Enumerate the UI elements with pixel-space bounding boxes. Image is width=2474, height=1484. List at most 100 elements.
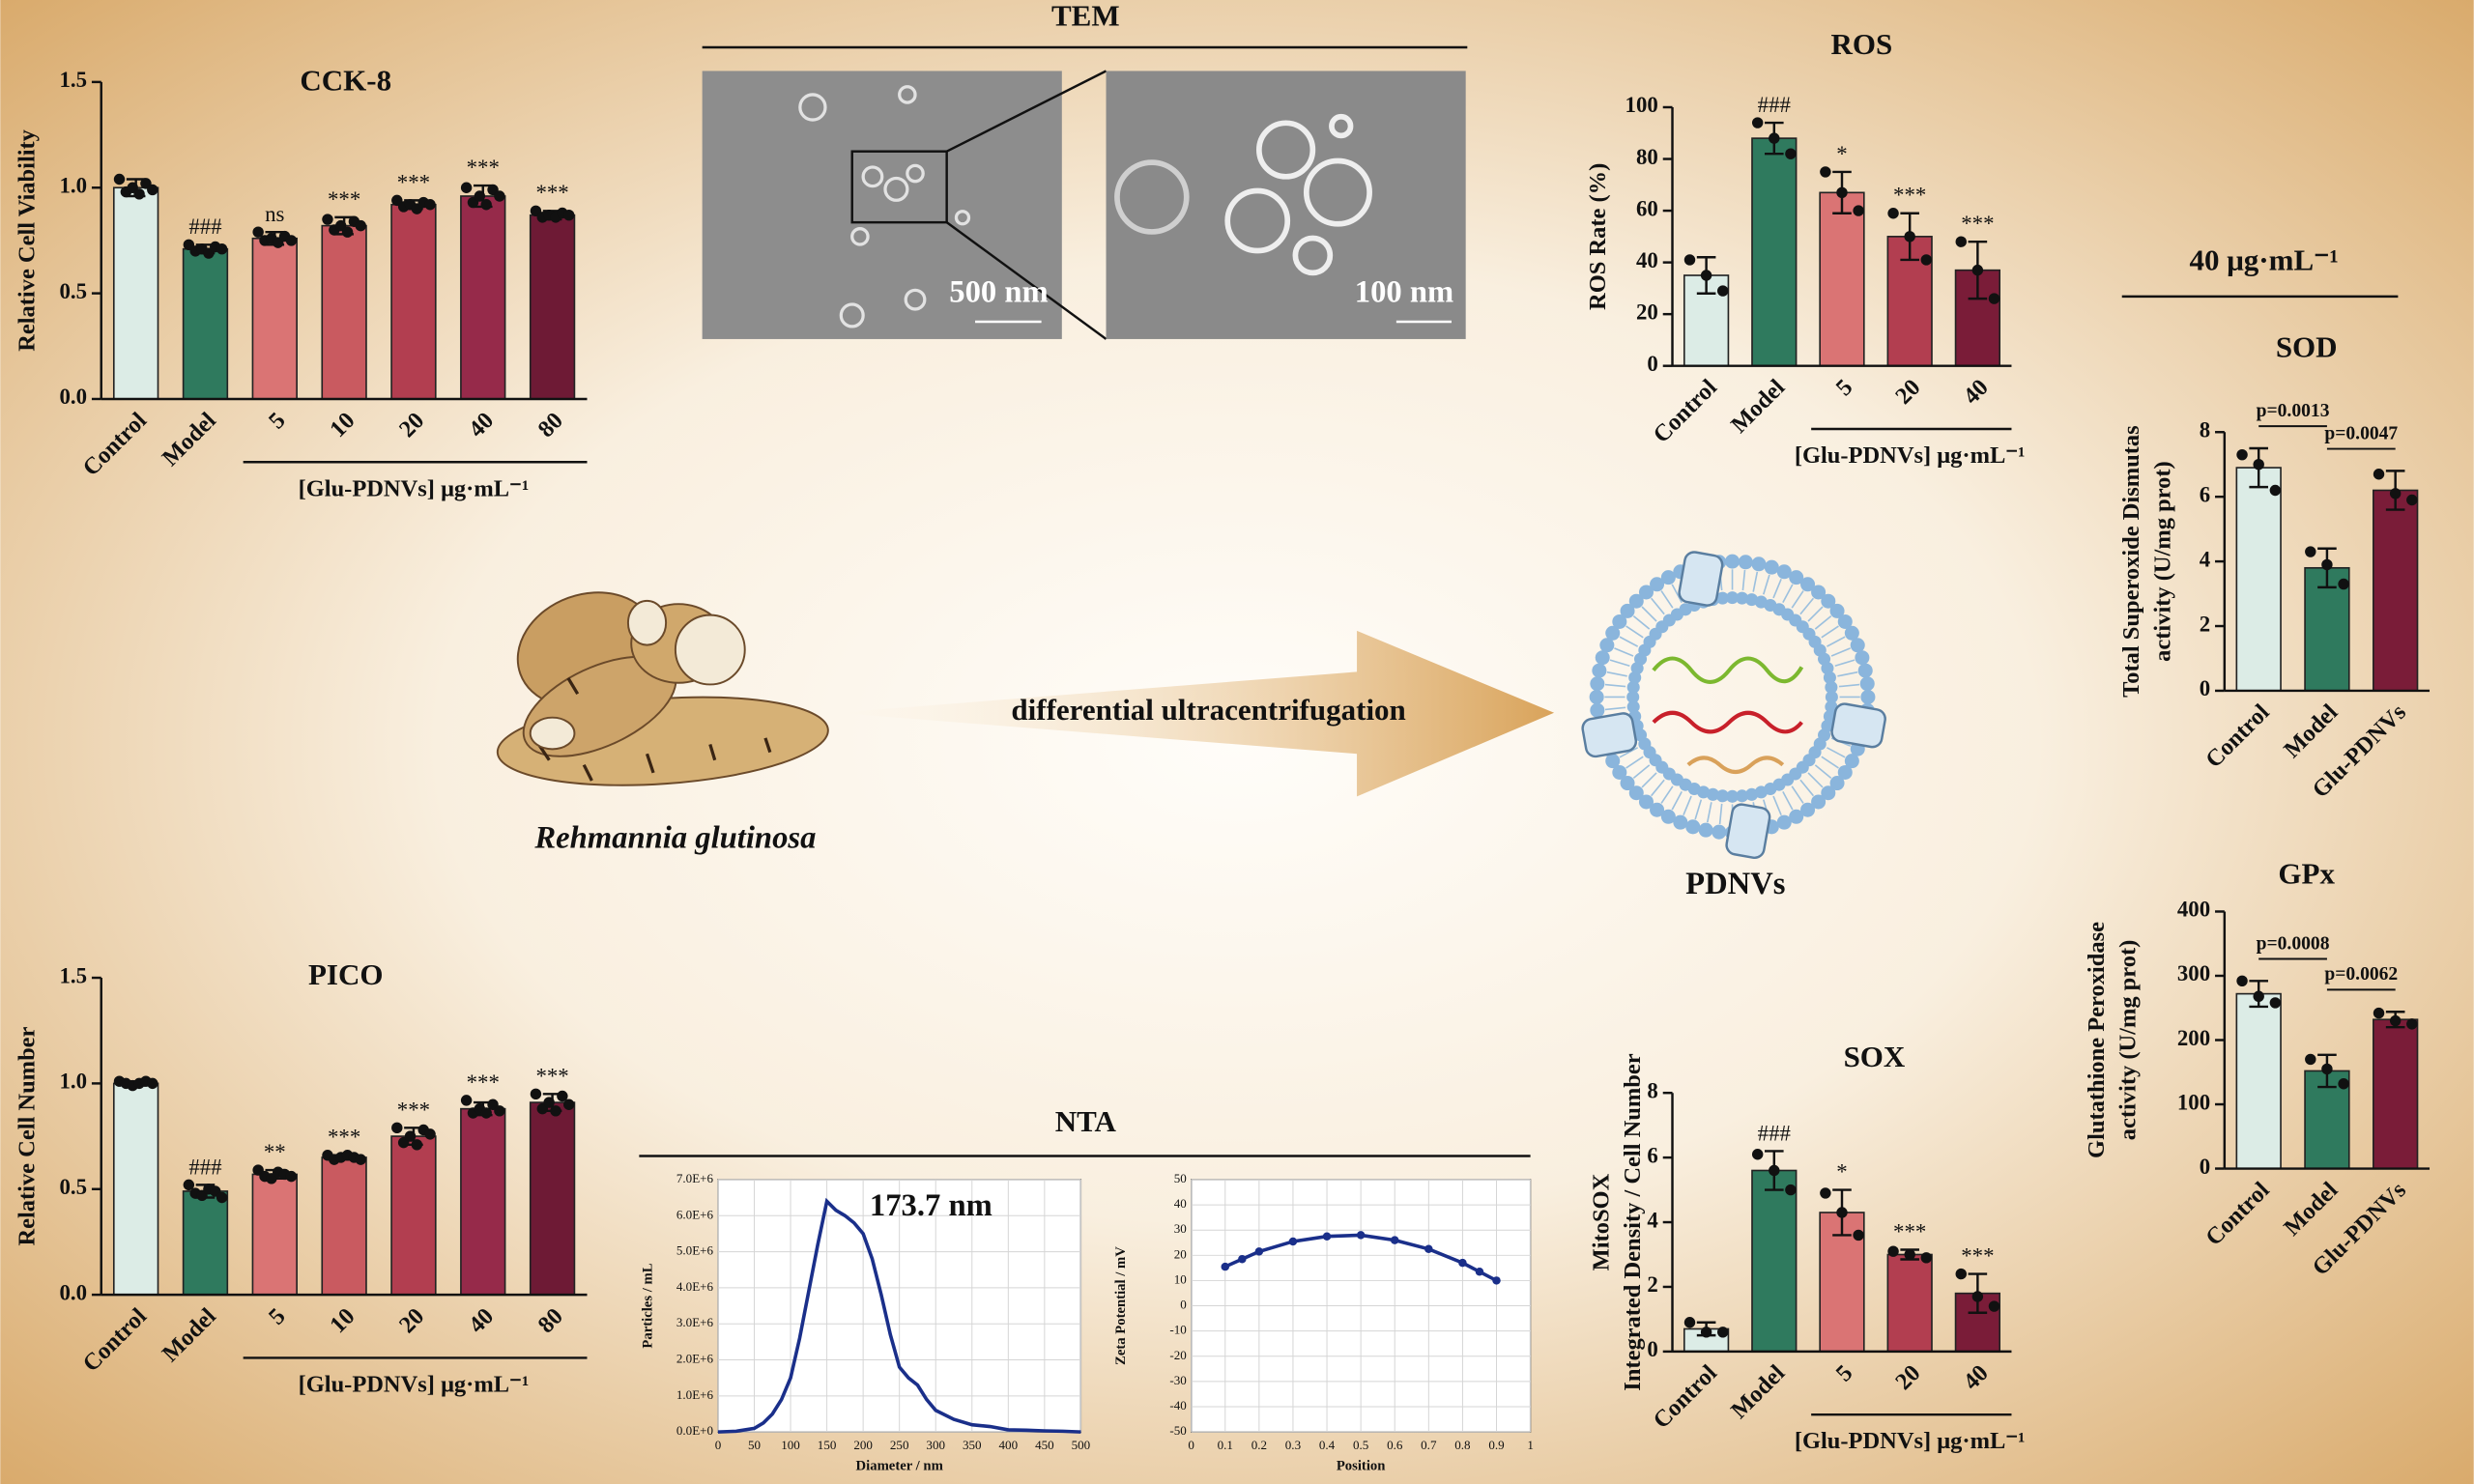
- data-point: [563, 209, 575, 221]
- y-tick-label: 40: [1636, 248, 1658, 272]
- data-point: [2305, 546, 2316, 557]
- significance-label: ***: [1961, 1244, 1994, 1269]
- lipid-head: [1821, 785, 1836, 801]
- data-point: [1356, 1231, 1366, 1240]
- data-point: [147, 1077, 158, 1090]
- lipid-head: [1789, 570, 1804, 585]
- lipid-head: [1620, 603, 1635, 618]
- lipid-tail: [1671, 790, 1683, 811]
- lipid-head: [1650, 577, 1665, 592]
- bar: [460, 195, 506, 400]
- data-point: [2305, 1053, 2316, 1066]
- lipid-tail: [1660, 785, 1674, 804]
- data-point: [285, 235, 298, 246]
- x-tick-label: 200: [853, 1438, 873, 1452]
- lipid-head: [1859, 676, 1875, 692]
- bar: [112, 186, 159, 400]
- data-point: [113, 173, 126, 186]
- x-tick-label: 0.8: [1454, 1438, 1471, 1452]
- data-point: [216, 1191, 228, 1204]
- x-tick-label: 400: [999, 1438, 1019, 1452]
- lipid-head: [1837, 614, 1853, 629]
- lipid-head: [1745, 787, 1759, 801]
- data-point: [1322, 1232, 1332, 1241]
- x-tick-label: 1: [1527, 1438, 1534, 1452]
- data-point: [424, 199, 436, 211]
- p-value-label: p=0.0062: [2324, 964, 2398, 985]
- lipid-tail: [1741, 569, 1746, 591]
- lipid-head: [1776, 564, 1792, 580]
- y-tick-label: 1.0: [59, 1070, 87, 1094]
- data-point: [1988, 293, 2000, 304]
- data-point: [1424, 1244, 1433, 1254]
- lipid-tail: [1651, 597, 1665, 615]
- lipid-tail: [1799, 779, 1815, 797]
- lipid-head: [1825, 680, 1838, 694]
- chart-title: ROS: [1831, 27, 1893, 61]
- group-label: [Glu-PDNVs] μg·mL⁻¹: [1795, 442, 2026, 469]
- p-value-label: p=0.0047: [2324, 423, 2398, 443]
- lipid-head: [1736, 591, 1749, 605]
- group-label: [Glu-PDNVs] μg·mL⁻¹: [299, 475, 530, 501]
- data-point: [1751, 1149, 1764, 1160]
- y-axis-label: MitoSOX: [1588, 1173, 1614, 1270]
- process-arrow: [836, 630, 1555, 797]
- y-tick-label: 60: [1636, 196, 1658, 220]
- data-point: [2373, 469, 2385, 480]
- lipid-tail: [1632, 614, 1651, 630]
- bar: [2372, 1018, 2419, 1170]
- y-tick-label: 200: [2177, 1026, 2210, 1050]
- lipid-tail: [1604, 683, 1626, 688]
- y-tick-label: 8: [2200, 418, 2210, 442]
- lipid-tail: [1838, 683, 1860, 688]
- x-tick-label: 0: [1188, 1438, 1194, 1452]
- vesicle-illustration: [1581, 551, 1886, 860]
- data-point: [1700, 1327, 1712, 1338]
- x-tick-label: 150: [818, 1438, 837, 1452]
- lipid-head: [1628, 671, 1642, 684]
- y-axis-label: ROS Rate (%): [1585, 163, 1611, 310]
- data-point: [1836, 1207, 1848, 1218]
- x-axis-label: Diameter / nm: [856, 1458, 943, 1473]
- y-tick-label: 4: [1647, 1208, 1657, 1232]
- y-tick-label: 0: [1647, 1337, 1657, 1361]
- data-point: [1971, 264, 1984, 276]
- significance-label: **: [264, 1140, 286, 1164]
- chart-title: PICO: [308, 957, 384, 991]
- lipid-tail: [1827, 747, 1846, 758]
- lipid-tail: [1718, 803, 1723, 825]
- significance-label: ***: [1893, 184, 1926, 208]
- lipid-tail: [1791, 590, 1804, 609]
- arrow-label: differential ultracentrifugation: [1011, 693, 1405, 727]
- bar: [1819, 191, 1865, 367]
- lipid-tail: [1834, 659, 1856, 668]
- data-point: [494, 190, 505, 202]
- lipid-tail: [1619, 636, 1639, 647]
- bar: [1751, 1169, 1798, 1353]
- annotation: 173.7 nm: [870, 1188, 992, 1223]
- bar: [112, 1082, 159, 1296]
- lipid-tail: [1683, 795, 1692, 815]
- significance-label: ###: [188, 214, 222, 239]
- data-point: [1988, 1300, 2000, 1312]
- bar: [1751, 137, 1798, 367]
- data-point: [2389, 1014, 2402, 1027]
- data-point: [1853, 205, 1864, 216]
- x-tick-label: 0.1: [1218, 1438, 1233, 1452]
- bar: [460, 1107, 506, 1296]
- lipid-head: [1626, 690, 1640, 704]
- y-tick-label: 80: [1636, 145, 1658, 169]
- data-point: [474, 190, 486, 202]
- membrane-protein: [1581, 712, 1638, 758]
- lipid-head: [1620, 776, 1635, 791]
- y-tick-label: 4.0E+6: [676, 1279, 714, 1294]
- y-tick-label: 0: [2200, 676, 2210, 700]
- data-point: [424, 1128, 436, 1140]
- data-point: [2338, 1078, 2349, 1090]
- y-tick-label: 100: [2177, 1090, 2210, 1114]
- lipid-head: [1764, 559, 1779, 575]
- data-point: [1955, 236, 1967, 247]
- data-point: [391, 1122, 403, 1134]
- data-point: [355, 1154, 366, 1165]
